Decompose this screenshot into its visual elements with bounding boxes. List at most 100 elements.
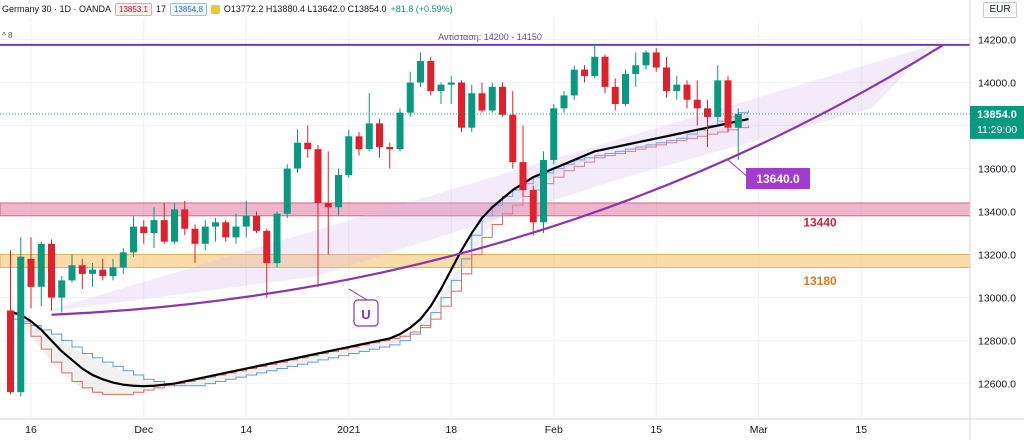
candle-body [181, 209, 189, 229]
symbol-title[interactable]: Germany 30 · 1D · OANDA [2, 4, 112, 14]
collapse-toggle[interactable]: ^ 8 [2, 31, 13, 40]
candle-body [242, 215, 250, 227]
zone-label-13180: 13180 [803, 274, 837, 288]
ohlc-values: O13772.2 H13880.4 L13642.0 C13854.0 [223, 4, 387, 14]
candle-body [109, 267, 117, 277]
candle-body [519, 162, 527, 191]
candle-body [704, 108, 711, 117]
candle-body [386, 147, 394, 150]
candle-body [99, 269, 107, 277]
candle-body [693, 99, 701, 109]
candle-body [376, 123, 383, 148]
candle-body [78, 265, 86, 274]
candle-body [283, 168, 291, 214]
candle-body [570, 69, 578, 96]
candle-body [294, 142, 301, 169]
candle-body [324, 202, 332, 208]
ask-badge[interactable]: 13854.8 [169, 2, 207, 16]
candle-body [540, 159, 547, 223]
x-tick-label: 16 [25, 424, 37, 436]
candle-body [601, 56, 609, 87]
resistance-label: Αντίσταση: 14200 - 14150 [438, 32, 542, 42]
candle-body [314, 149, 322, 203]
candle-body [427, 61, 435, 92]
candle-body [171, 209, 178, 242]
y-tick-label: 13000.0 [978, 293, 1016, 305]
x-axis-ticks: 16 Dec 14 2021 18 Feb 15 Mar 15 [25, 424, 867, 436]
y-axis-ticks: 12600.0 12800.0 13000.0 13200.0 13400.0 13600… [978, 35, 1016, 391]
candles [7, 43, 742, 397]
y-tick-label: 12600.0 [978, 379, 1016, 391]
u-callout-box [353, 299, 379, 327]
candle-body [529, 190, 537, 223]
x-tick-label: Dec [134, 424, 153, 436]
candle-body [406, 82, 414, 113]
currency-label[interactable]: EUR [983, 2, 1017, 18]
x-tick-label: 15 [650, 424, 662, 436]
candle-body [191, 228, 199, 244]
candle-body [89, 269, 96, 274]
y-tick-label: 13600.0 [978, 164, 1016, 176]
candle-body [642, 52, 650, 66]
x-tick-label: 14 [240, 424, 252, 436]
candle-body [478, 93, 486, 111]
candle-body [17, 256, 25, 393]
x-tick-label: 15 [855, 424, 867, 436]
price-badge-leader [727, 159, 750, 179]
candle-body [417, 61, 424, 83]
x-tick-label: Mar [750, 424, 769, 436]
candle-body [447, 82, 455, 85]
candle-body [488, 86, 496, 111]
u-trendline [51, 43, 944, 316]
price-badge-label: 13640.0 [756, 172, 800, 186]
candle-body [550, 108, 558, 160]
candle-body [222, 222, 230, 238]
candle-body [27, 258, 35, 287]
candle-body [714, 80, 722, 117]
candle-body [48, 243, 55, 298]
candle-body [7, 310, 14, 393]
black-moving-average [10, 117, 749, 388]
cloud-fill [10, 110, 749, 395]
countdown-label: 11:29:00 [977, 124, 1017, 136]
candle-body [232, 226, 240, 238]
current-price-tag [970, 105, 1024, 139]
visibility-icon[interactable] [210, 4, 220, 14]
candle-body [68, 265, 76, 281]
candle-body [622, 73, 629, 105]
y-tick-label: 13400.0 [978, 207, 1016, 219]
support-zone-13180 [0, 254, 971, 268]
candle-body [734, 113, 742, 128]
u-callout-label: U [361, 307, 370, 322]
candle-body [581, 69, 588, 77]
spread-value: 17 [155, 4, 166, 14]
candle-body [253, 215, 260, 231]
candle-body [150, 220, 158, 234]
candle-body [458, 82, 465, 128]
candle-body [560, 95, 568, 109]
candle-body [509, 114, 517, 163]
cloud-lower-line [10, 125, 749, 395]
y-tick-label: 14000.0 [978, 78, 1016, 90]
candle-body [212, 222, 219, 227]
candle-body [396, 112, 404, 150]
candle-body [304, 142, 312, 150]
candle-body [468, 93, 476, 128]
candle-body [355, 136, 363, 150]
candle-body [263, 230, 271, 264]
bid-badge[interactable]: 13853.1 [115, 2, 152, 16]
candle-body [37, 243, 45, 287]
y-tick-label: 12800.0 [978, 336, 1016, 348]
legend-bar: Germany 30 · 1D · OANDA 13853.1 17 13854… [2, 2, 457, 16]
candle-body [591, 56, 599, 77]
candle-body [365, 123, 373, 150]
candle-body [58, 280, 66, 298]
u-callout-leader [348, 288, 368, 301]
candle-body [160, 220, 168, 242]
y-tick-label: 13200.0 [978, 250, 1016, 262]
x-tick-label: 2021 [337, 424, 361, 436]
current-price-label: 13854.0 [977, 109, 1017, 121]
candle-body [652, 52, 660, 68]
